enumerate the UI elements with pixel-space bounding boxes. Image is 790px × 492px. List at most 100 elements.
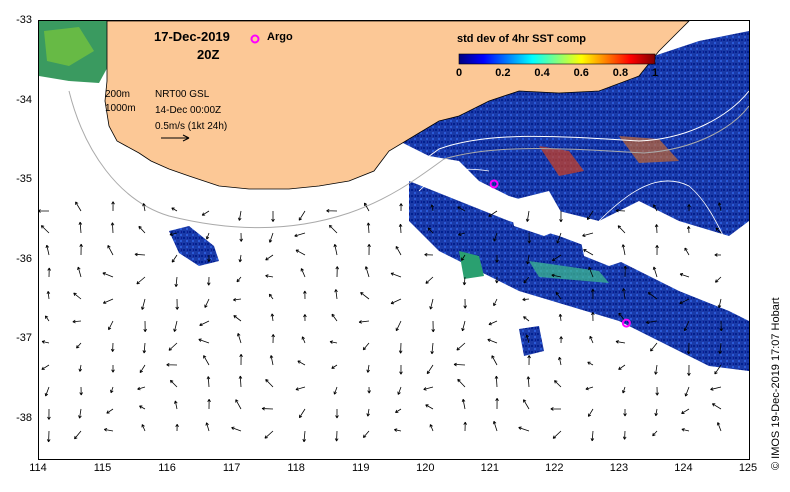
current-arrow (102, 272, 114, 278)
current-arrow (326, 208, 338, 213)
current-arrow (550, 407, 562, 411)
current-arrow (201, 210, 210, 216)
x-tick-label: 124 (674, 462, 693, 474)
current-arrow (110, 386, 114, 394)
current-arrow (559, 336, 563, 344)
current-arrow (362, 342, 370, 351)
current-arrow (303, 290, 307, 300)
current-arrow (238, 254, 243, 263)
current-arrow (231, 426, 242, 432)
current-arrow (525, 210, 530, 222)
current-arrow (710, 386, 722, 391)
map-date: 17-Dec-2019 (154, 29, 230, 44)
current-arrow (303, 314, 307, 322)
current-arrow (297, 360, 306, 366)
current-arrow (684, 386, 690, 397)
current-arrow (714, 364, 722, 375)
current-arrow (650, 342, 658, 352)
current-arrow (458, 232, 466, 236)
current-arrow (525, 334, 530, 344)
current-arrow (654, 364, 658, 375)
current-arrow (268, 293, 274, 300)
current-arrow (493, 298, 498, 307)
current-arrow (551, 273, 562, 278)
current-arrow (141, 424, 146, 432)
x-tick-label: 119 (351, 462, 370, 474)
current-arrow (456, 342, 466, 351)
current-arrow (207, 254, 211, 263)
current-arrow (587, 408, 594, 417)
current-arrow (591, 288, 595, 300)
current-arrow (110, 222, 115, 234)
current-arrow (679, 298, 690, 305)
current-arrow (233, 297, 242, 302)
current-arrow (714, 253, 722, 257)
current-arrow (622, 430, 627, 440)
current-arrow (427, 227, 434, 234)
current-arrow (76, 342, 82, 349)
current-arrow (526, 376, 531, 388)
current-arrow (681, 428, 690, 432)
current-arrow (494, 375, 499, 388)
current-arrow (589, 335, 594, 344)
current-arrow (718, 342, 722, 354)
current-arrow (397, 386, 402, 395)
current-arrow (138, 225, 146, 234)
current-arrow (398, 223, 403, 234)
current-arrow (239, 232, 243, 242)
current-arrow (681, 408, 690, 414)
current-arrow (265, 378, 274, 388)
current-arrow (462, 276, 467, 286)
current-arrow (302, 430, 306, 443)
argo-floats (489, 179, 631, 328)
current-arrow (239, 354, 243, 366)
sst-data-layer (39, 21, 749, 371)
current-arrow (108, 320, 114, 331)
current-arrow (526, 254, 530, 265)
current-arrow (75, 201, 82, 212)
current-arrow (329, 340, 338, 344)
current-arrow (457, 378, 466, 388)
colorbar-tick-label: 0.8 (612, 67, 629, 79)
current-arrow (429, 298, 434, 310)
current-arrow (206, 276, 211, 286)
current-arrow (586, 210, 594, 220)
current-arrow (78, 364, 83, 372)
current-arrow (717, 202, 722, 212)
current-arrow (429, 424, 434, 432)
current-arrow (47, 267, 51, 278)
current-arrow (621, 244, 626, 256)
current-arrow (175, 423, 179, 432)
current-arrow (334, 430, 339, 442)
x-tick-label: 123 (609, 462, 629, 474)
current-arrow (366, 222, 371, 234)
current-arrow (463, 421, 467, 432)
current-arrow (652, 430, 658, 437)
current-arrow (44, 315, 50, 322)
current-arrow (523, 399, 530, 410)
current-arrow (719, 320, 723, 332)
current-arrow (715, 227, 722, 234)
depth-label-1000: 1000m (105, 103, 136, 114)
current-arrow (582, 232, 594, 237)
x-tick-label: 125 (738, 462, 758, 474)
argo-float-marker (621, 318, 631, 328)
current-arrow (298, 210, 306, 221)
current-arrow (654, 224, 659, 234)
current-source: NRT00 GSL (155, 89, 210, 100)
current-arrow (41, 340, 50, 344)
current-arrow (169, 379, 178, 388)
x-tick-label: 120 (416, 462, 435, 474)
current-arrow (655, 245, 659, 256)
bathymetry-contours (68, 80, 749, 277)
current-arrow (205, 422, 210, 432)
y-tick-label: -38 (16, 411, 32, 424)
current-arrow (430, 204, 434, 212)
current-arrow (366, 364, 370, 373)
current-arrow (142, 203, 146, 212)
x-tick-label: 121 (480, 462, 499, 474)
current-arrow (399, 364, 403, 375)
current-arrow (684, 247, 690, 256)
current-arrow (527, 355, 531, 366)
current-scale: 0.5m/s (1kt 24h) (155, 121, 228, 132)
